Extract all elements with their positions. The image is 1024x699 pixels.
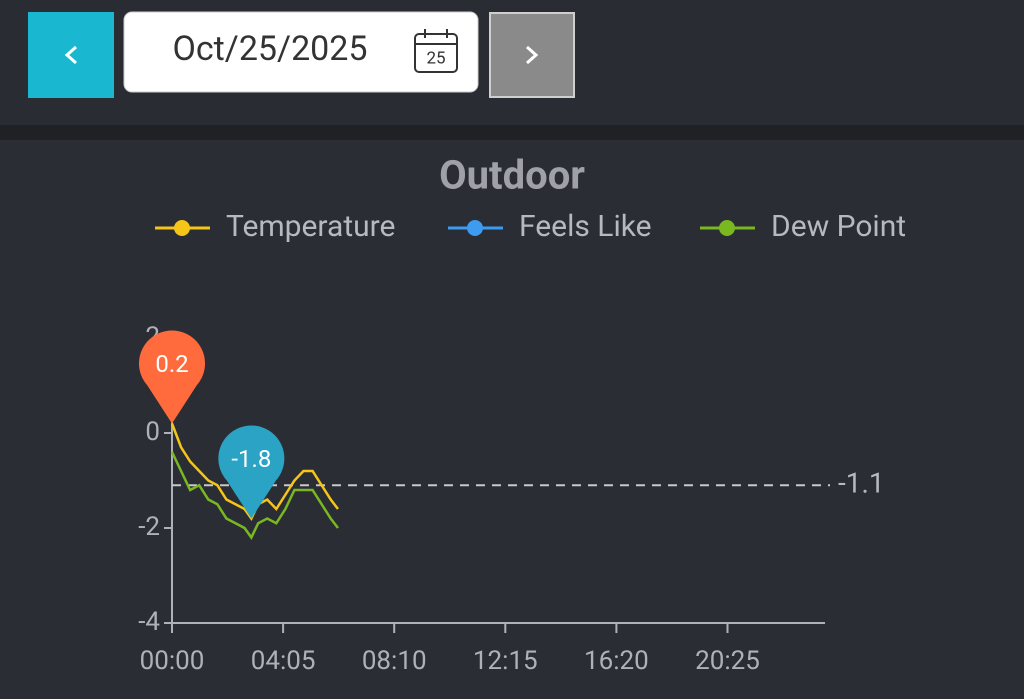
x-tick-label: 08:10 <box>362 646 427 676</box>
x-tick-label: 20:25 <box>695 646 760 676</box>
pin-label: -1.8 <box>231 445 271 473</box>
y-tick-label: -2 <box>138 512 160 542</box>
pin-label: 0.2 <box>155 350 188 378</box>
calendar-day: 25 <box>426 48 445 68</box>
x-tick-label: 16:20 <box>584 646 649 676</box>
y-tick-label: -4 <box>138 607 160 637</box>
x-tick-label: 04:05 <box>251 646 316 676</box>
prev-button[interactable] <box>28 12 114 98</box>
x-tick-label: 00:00 <box>140 646 205 676</box>
pin-marker: 0.2 <box>139 330 205 424</box>
legend-label: Dew Point <box>771 209 906 244</box>
calendar-icon: 25 <box>414 29 458 73</box>
divider <box>0 125 1024 140</box>
pin <box>139 330 205 424</box>
series-line <box>170 451 339 540</box>
date-picker[interactable]: Oct/25/2025 25 <box>123 11 479 93</box>
y-tick-label: 0 <box>145 417 160 447</box>
x-tick-label: 12:15 <box>473 646 538 676</box>
pin <box>218 425 285 519</box>
date-text: Oct/25/2025 <box>172 29 367 69</box>
legend-label: Temperature <box>226 209 395 244</box>
legend-label: Feels Like <box>519 209 652 244</box>
chart-title: Outdoor <box>439 152 585 199</box>
legend-dot <box>467 220 483 236</box>
average-label: -1.1 <box>838 467 885 500</box>
legend-dot <box>719 220 735 236</box>
legend-dot <box>174 220 190 236</box>
next-button[interactable] <box>489 12 575 98</box>
pin-marker: -1.8 <box>218 425 285 519</box>
